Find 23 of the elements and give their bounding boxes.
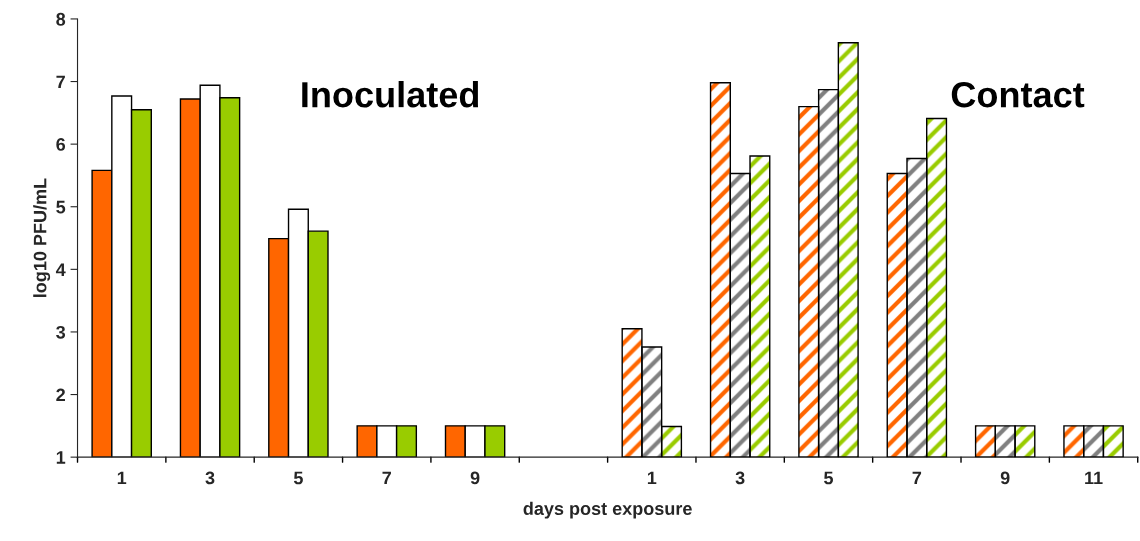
x-axis-title: days post exposure	[523, 501, 692, 519]
y-tick-label: 1	[56, 451, 66, 464]
y-tick-label: 8	[56, 12, 66, 26]
x-tick-label: 7	[382, 471, 391, 485]
y-tick-label: 3	[56, 325, 66, 339]
x-tick-label: 3	[735, 471, 745, 485]
x-tick-label: 5	[824, 471, 834, 485]
x-tick-label: 9	[470, 471, 480, 485]
annotation: Contact	[951, 81, 1085, 108]
annotation: Inoculated	[302, 80, 479, 108]
x-tick-label: 1	[117, 471, 127, 485]
y-tick-label: 4	[55, 263, 66, 276]
y-tick-label: 2	[56, 388, 65, 402]
x-tick-label: 5	[293, 471, 303, 485]
x-tick-label: 7	[912, 471, 922, 485]
x-tick-label: 11	[1085, 471, 1103, 485]
y-tick-label: 7	[56, 75, 65, 89]
x-tick-label: 3	[205, 471, 215, 485]
y-tick-label: 5	[56, 200, 66, 214]
y-axis-title: log10 PFU/mL	[33, 178, 51, 297]
x-tick-label: 1	[647, 471, 657, 485]
x-tick-label: 9	[1000, 471, 1010, 485]
y-tick-label: 6	[56, 138, 66, 151]
